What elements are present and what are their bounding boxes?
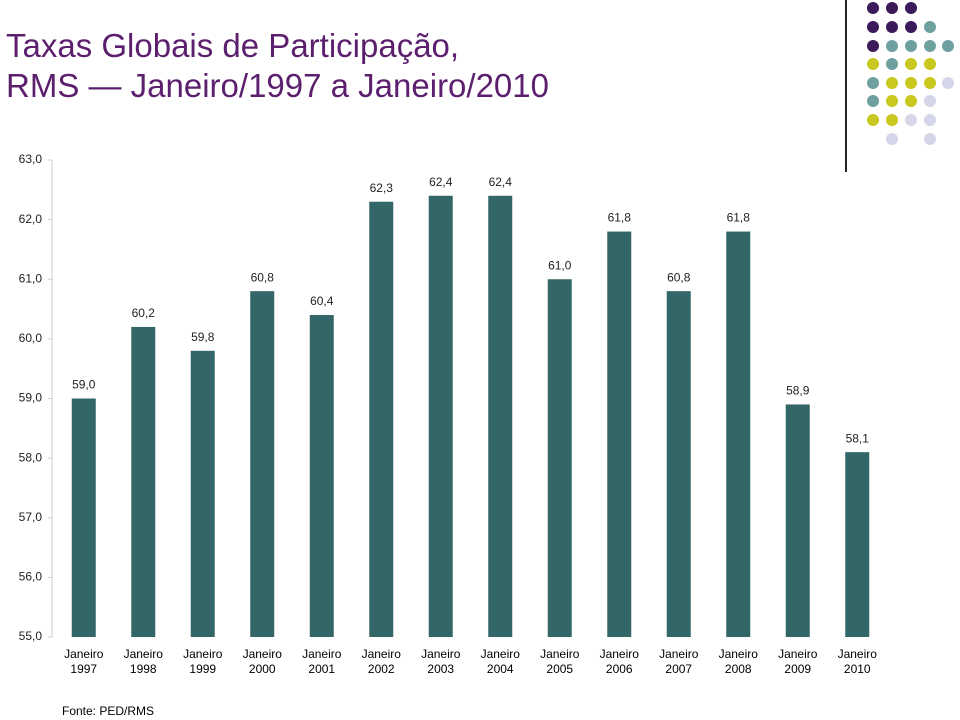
x-tick-label: Janeiro 2006 — [599, 647, 639, 676]
value-label: 58,1 — [846, 431, 870, 445]
x-tick-label: Janeiro 2000 — [242, 647, 282, 676]
bar — [428, 195, 453, 637]
x-tick-label: Janeiro 2004 — [480, 647, 520, 676]
value-label: 60,8 — [667, 270, 691, 284]
bar — [607, 231, 632, 638]
bar — [131, 326, 156, 637]
x-tick-label: Janeiro 2008 — [718, 647, 758, 676]
bar — [250, 291, 275, 637]
logo-dots — [845, 0, 954, 172]
y-tick-label: 61,0 — [19, 271, 43, 285]
y-tick-label: 58,0 — [19, 450, 43, 464]
bar — [845, 452, 870, 637]
bar — [785, 404, 810, 637]
value-label: 61,0 — [548, 258, 572, 272]
value-label: 62,4 — [429, 175, 453, 189]
x-tick-label: Janeiro 2002 — [361, 647, 401, 676]
bar — [309, 315, 334, 637]
y-tick-label: 63,0 — [19, 152, 43, 166]
value-label: 60,4 — [310, 294, 334, 308]
x-tick-label: Janeiro 2007 — [659, 647, 699, 676]
x-tick-label: Janeiro 2005 — [540, 647, 580, 676]
value-label: 62,3 — [370, 181, 394, 195]
value-label: 62,4 — [489, 175, 513, 189]
x-tick-label: Janeiro 2003 — [421, 647, 461, 676]
bar — [547, 279, 572, 637]
y-tick-label: 56,0 — [19, 570, 43, 584]
value-label: 60,2 — [132, 306, 156, 320]
bar — [71, 398, 96, 637]
value-label: 59,8 — [191, 330, 215, 344]
x-tick-label: Janeiro 2010 — [837, 647, 877, 676]
value-label: 61,8 — [727, 211, 751, 225]
y-tick-label: 62,0 — [19, 212, 43, 226]
source-note: Fonte: PED/RMS — [62, 704, 155, 718]
bar — [726, 231, 751, 638]
x-tick-label: Janeiro 2001 — [302, 647, 342, 676]
value-label: 60,8 — [251, 270, 275, 284]
x-tick-label: Janeiro 1998 — [123, 647, 163, 676]
x-tick-label: Janeiro 1999 — [183, 647, 223, 676]
bar — [488, 195, 513, 637]
bar — [666, 291, 691, 637]
bar — [369, 201, 394, 638]
value-label: 58,9 — [786, 384, 810, 398]
value-label: 59,0 — [72, 378, 96, 392]
value-label: 61,8 — [608, 211, 632, 225]
y-tick-label: 55,0 — [19, 629, 43, 643]
y-tick-label: 57,0 — [19, 510, 43, 524]
bar — [190, 350, 215, 637]
x-tick-label: Janeiro 2009 — [778, 647, 818, 676]
chart-title: Taxas Globais de Participação, RMS — Jan… — [6, 27, 549, 104]
y-tick-label: 59,0 — [19, 391, 43, 405]
x-tick-label: Janeiro 1997 — [64, 647, 104, 676]
y-tick-label: 60,0 — [19, 331, 43, 345]
